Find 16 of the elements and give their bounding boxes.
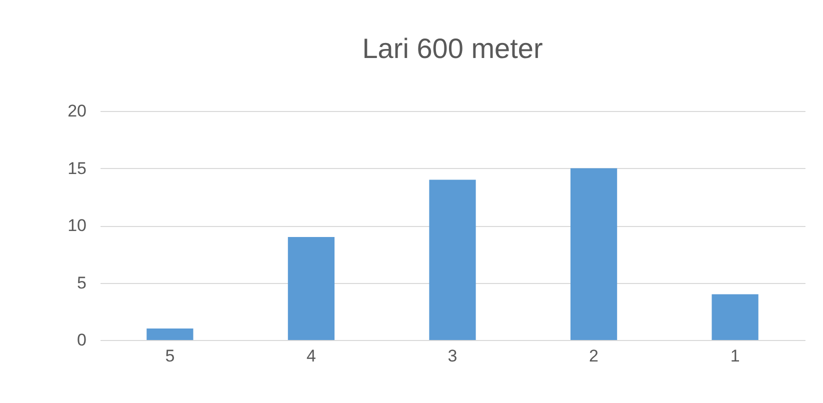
y-tick-label: 5 <box>77 273 86 292</box>
x-tick-label: 5 <box>165 346 175 366</box>
y-tick-label: 0 <box>77 330 86 350</box>
bar <box>712 294 758 340</box>
bar <box>570 168 618 340</box>
y-tick-label: 10 <box>68 216 86 235</box>
x-tick-label: 3 <box>448 346 458 366</box>
x-tick-label: 4 <box>306 346 316 366</box>
bar <box>429 180 476 340</box>
bar <box>288 236 335 340</box>
x-tick-label: 2 <box>589 346 599 366</box>
y-tick-label: 20 <box>68 102 86 120</box>
y-tick-label: 15 <box>68 158 86 178</box>
chart-title: Lari 600 meter <box>362 33 543 64</box>
bar <box>146 328 194 340</box>
x-tick-label: 1 <box>730 346 740 366</box>
